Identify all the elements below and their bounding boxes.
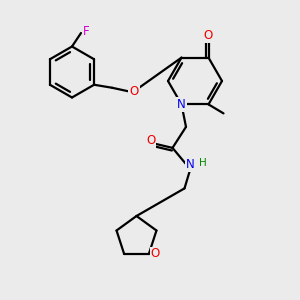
Text: N: N bbox=[185, 158, 194, 172]
Text: O: O bbox=[151, 248, 160, 260]
Text: O: O bbox=[146, 134, 155, 147]
Text: N: N bbox=[177, 98, 186, 111]
Text: O: O bbox=[204, 28, 213, 42]
Text: F: F bbox=[83, 25, 90, 38]
Text: H: H bbox=[199, 158, 206, 169]
Text: O: O bbox=[129, 85, 139, 98]
